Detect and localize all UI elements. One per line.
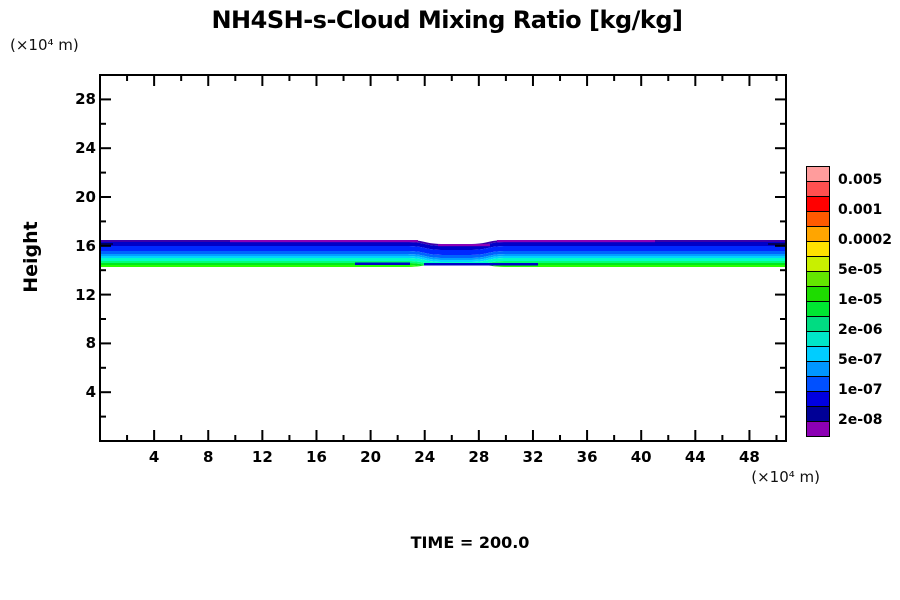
cloud-band-layer <box>100 263 786 269</box>
cloud-band-layer <box>100 261 786 267</box>
cloud-band-cap-segment <box>497 240 655 243</box>
legend-label: 0.0002 <box>838 232 893 248</box>
legend-label: 5e-07 <box>838 352 883 368</box>
legend-color-box <box>806 301 830 317</box>
x-axis-tick-label: 36 <box>576 448 598 466</box>
cloud-band-cap-segment <box>230 240 418 243</box>
cloud-band-dark-segment <box>768 243 786 245</box>
legend-color-box <box>806 391 830 407</box>
legend-color-box <box>806 316 830 332</box>
y-axis-tick-label: 28 <box>75 90 96 109</box>
x-axis-tick-label: 16 <box>306 448 327 466</box>
legend-color-box <box>806 376 830 392</box>
cloud-band-layer <box>100 254 786 260</box>
x-axis-tick-label: 40 <box>630 448 652 466</box>
legend-label: 2e-06 <box>838 322 883 338</box>
x-axis-tick-label: 24 <box>414 448 436 466</box>
legend-label: 1e-05 <box>838 292 883 308</box>
y-axis-title: Height <box>20 221 42 293</box>
legend-color-box <box>806 211 830 227</box>
y-axis-tick-label: 12 <box>75 285 96 304</box>
legend-label: 5e-05 <box>838 262 883 278</box>
legend-color-box <box>806 166 830 182</box>
legend-color-box <box>806 226 830 242</box>
x-axis-tick-label: 4 <box>148 448 160 466</box>
x-axis-tick-label: 20 <box>360 448 382 466</box>
cloud-band-layer <box>100 265 786 271</box>
legend-label: 0.005 <box>838 172 883 188</box>
cloud-band-layer <box>100 246 786 255</box>
page-title: NH4SH-s-Cloud Mixing Ratio [kg/kg] <box>211 6 683 34</box>
y-axis-tick-label: 4 <box>85 383 96 402</box>
y-axis-tick-label: 20 <box>75 188 96 206</box>
cloud-band-layer <box>100 256 786 262</box>
legend-color-box <box>806 406 830 422</box>
legend-color-box <box>806 256 830 272</box>
legend-color-box <box>806 286 830 302</box>
legend-color-box <box>806 181 830 197</box>
x-axis-tick-label: 32 <box>522 448 544 466</box>
x-axis-tick-label: 44 <box>684 448 706 466</box>
x-axis-unit-label: (×10⁴ m) <box>751 468 820 486</box>
time-label: TIME = 200.0 <box>410 533 530 552</box>
x-axis-tick-label: 28 <box>468 448 490 466</box>
legend-color-box <box>806 241 830 257</box>
y-axis-tick-label: 8 <box>85 334 96 353</box>
legend-color-box <box>806 331 830 347</box>
legend-label: 1e-07 <box>838 382 883 398</box>
cloud-band-base-segment <box>424 263 538 266</box>
legend-color-box <box>806 361 830 377</box>
legend-color-box <box>806 346 830 362</box>
y-axis-unit-label: (×10⁴ m) <box>10 36 79 54</box>
plot-frame <box>99 74 787 442</box>
y-axis-tick-label: 16 <box>75 236 96 255</box>
x-axis-tick-label: 12 <box>251 448 273 466</box>
cloud-band-layer <box>100 251 786 258</box>
cloud-band-base-segment <box>355 262 410 265</box>
legend-color-box <box>806 196 830 212</box>
cloud-band-layer <box>100 258 786 265</box>
legend-label: 2e-08 <box>838 412 883 428</box>
legend-color-box <box>806 271 830 287</box>
x-axis-tick-label: 48 <box>739 448 760 466</box>
x-axis-tick-label: 8 <box>203 448 214 466</box>
cloud-band-dark-segment <box>100 243 113 245</box>
legend-color-box <box>806 421 830 437</box>
legend-label: 0.001 <box>838 202 883 218</box>
cloud-band-cap-segment <box>438 244 490 247</box>
y-axis-tick-label: 24 <box>75 139 96 158</box>
cloud-band-base-pinch <box>100 263 786 275</box>
